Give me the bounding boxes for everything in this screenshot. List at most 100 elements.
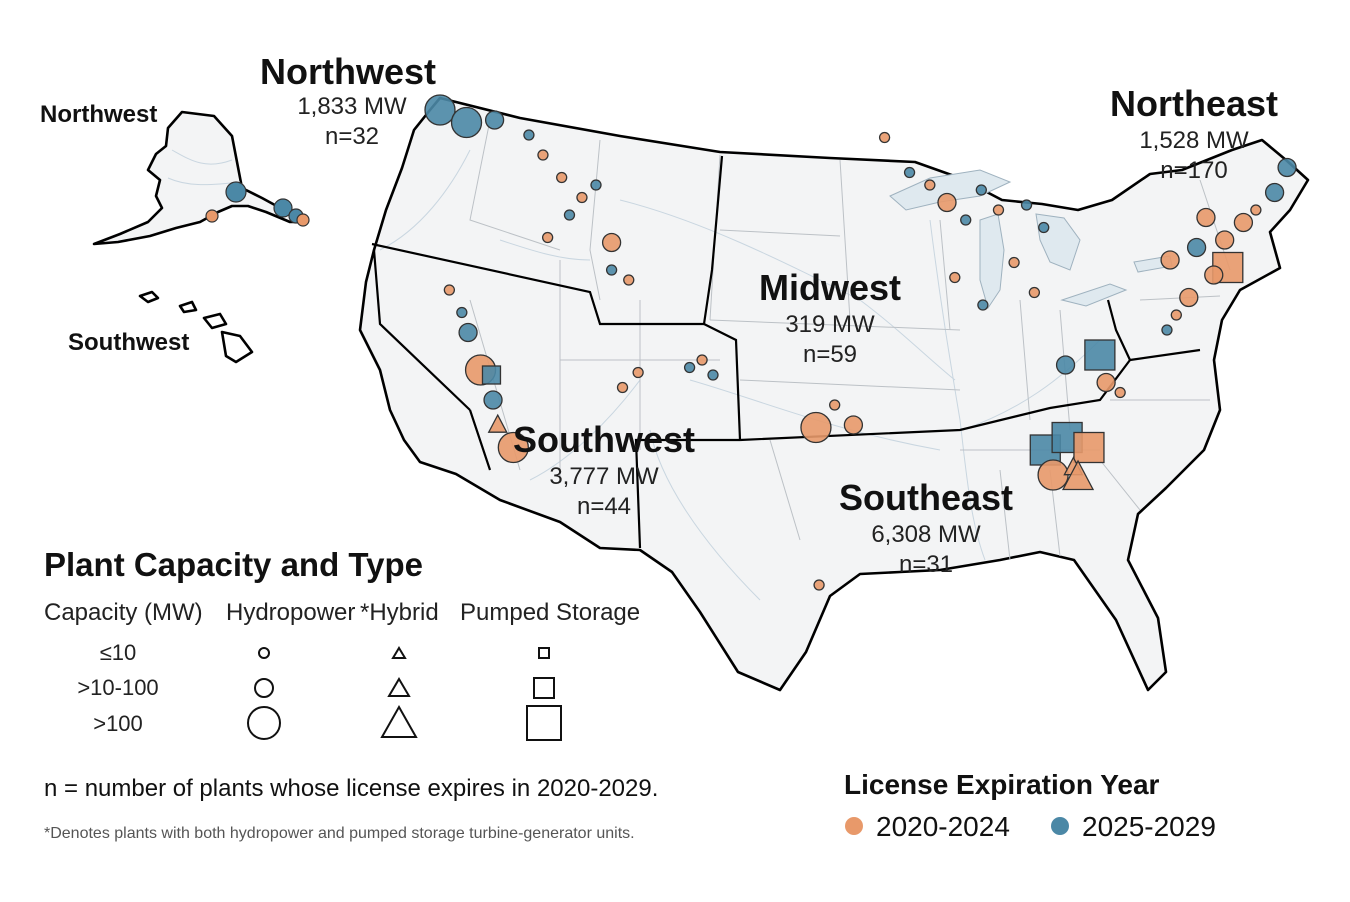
plant-marker-hydro — [878, 131, 891, 144]
expiration-early-label: 2020-2024 — [876, 811, 1010, 842]
plant-marker-hydro — [696, 354, 708, 366]
missouri-river — [619, 199, 956, 381]
legend-title: Plant Capacity and Type — [44, 546, 423, 583]
region-name: Northwest — [260, 51, 436, 92]
plant-marker-hybrid — [487, 413, 508, 433]
legend-hybrid-small-icon — [391, 646, 407, 659]
lake-erie — [1060, 283, 1128, 307]
plant-marker-hydro — [450, 106, 483, 139]
legend-hydro-large-icon — [247, 706, 281, 740]
plant-marker-hydro — [632, 366, 644, 379]
plant-marker-hydro — [800, 411, 832, 444]
hawaii-island-kauai — [138, 290, 160, 304]
conus-outline — [358, 96, 1310, 692]
legend-col-capacity: Capacity (MW) — [44, 599, 203, 626]
alaska-plant-marker — [273, 198, 293, 218]
colorado-river — [529, 379, 641, 481]
boundary-ca-az — [468, 409, 492, 471]
region-capacity: 1,528 MW — [1139, 127, 1249, 154]
plant-marker-hydro — [829, 399, 841, 411]
region-count: n=170 — [1160, 157, 1227, 184]
legend-hydro-small-icon — [258, 647, 270, 659]
plant-marker-pumped — [481, 365, 502, 385]
rio-grande — [649, 429, 761, 601]
plant-marker-hydro — [683, 361, 696, 374]
region-capacity: 3,777 MW — [549, 463, 659, 490]
plant-marker-hydro — [707, 369, 719, 381]
plant-marker-hydro — [1233, 212, 1254, 233]
region-label-midwest: Midwest 319 MW n=59 — [759, 267, 901, 368]
snake-river — [499, 239, 591, 261]
legend-pumped-medium-icon — [533, 677, 555, 699]
plant-marker-hydro — [1204, 265, 1224, 285]
plant-marker-pumped — [1073, 431, 1105, 464]
plant-marker-hydro — [497, 431, 529, 464]
plant-marker-pumped — [1084, 339, 1116, 371]
hawaii-region-label: Southwest — [68, 329, 189, 356]
plant-marker-hydro — [1038, 221, 1050, 234]
alaska-region-label: Northwest — [40, 101, 157, 128]
legend-row-medium: >10-100 — [77, 675, 158, 700]
region-label-northeast: Northeast 1,528 MW n=170 — [1110, 83, 1278, 184]
boundary-southwest-southeast — [634, 438, 740, 549]
plant-marker-hydro — [456, 306, 468, 319]
plant-marker-hydro — [977, 299, 989, 311]
plant-marker-hydro — [483, 390, 503, 410]
alaska-inset: Northwest — [40, 101, 310, 246]
plant-marker-hydro — [590, 179, 602, 191]
plant-marker-hydro — [605, 264, 618, 276]
boundary-northwest-midwest — [702, 155, 724, 325]
boundary-northwest-southwest — [371, 242, 704, 326]
region-count: n=44 — [577, 493, 631, 520]
alaska-plant-marker — [296, 213, 310, 227]
plant-marker-hydro — [1160, 250, 1180, 270]
legend-hybrid-medium-icon — [387, 677, 411, 697]
conus-map — [358, 94, 1310, 692]
plant-marker-hydro — [1114, 386, 1126, 399]
plant-marker-hydro — [1161, 324, 1173, 336]
plant-marker-hydro — [601, 232, 622, 253]
hawaii-island-oahu — [178, 300, 198, 314]
region-count: n=59 — [803, 341, 857, 368]
plant-marker-hydro — [1277, 157, 1297, 178]
plant-marker-hydro — [576, 191, 588, 204]
plant-marker-hydro — [843, 415, 864, 435]
hawaii-island-maui — [202, 312, 228, 330]
region-count: n=31 — [899, 551, 953, 578]
plant-markers — [424, 94, 1297, 591]
plant-marker-hydro — [903, 166, 916, 179]
columbia-river — [379, 149, 471, 251]
plant-marker-hydro — [1096, 372, 1116, 393]
plant-marker-hydro — [975, 184, 987, 196]
region-name: Northeast — [1110, 83, 1278, 124]
plant-marker-hydro — [1020, 199, 1033, 211]
plant-marker-hydro — [1196, 207, 1216, 228]
plant-marker-hydro — [924, 179, 936, 191]
legend-footnote: *Denotes plants with both hydropower and… — [44, 825, 635, 842]
legend-col-pumped-storage: Pumped Storage — [460, 599, 640, 626]
plant-marker-hydro — [563, 209, 576, 221]
legend-col-hybrid: *Hybrid — [360, 599, 439, 626]
plant-marker-hydro — [556, 171, 568, 184]
region-name: Southwest — [513, 419, 695, 460]
legend-row-large: >100 — [93, 711, 143, 736]
hawaii-inset: Southwest — [68, 290, 254, 364]
expiration-late-swatch-icon — [1051, 817, 1069, 835]
legend-hydro-medium-icon — [254, 678, 274, 698]
plant-marker-hydro — [537, 149, 549, 161]
plant-marker-hydro — [992, 204, 1005, 216]
legend-note: n = number of plants whose license expir… — [44, 775, 658, 802]
plant-marker-hydro — [1008, 256, 1020, 269]
legend-col-hydropower: Hydropower — [226, 599, 355, 626]
alaska-plant-marker — [225, 181, 247, 203]
boundary-southwest-midwest — [703, 323, 742, 441]
legend-pumped-large-icon — [526, 705, 562, 741]
alaska-plant-markers — [205, 181, 310, 227]
plant-marker-hydro — [1028, 286, 1041, 299]
expiration-legend: License Expiration Year 2020-2024 2025-2… — [844, 769, 1216, 842]
plant-marker-hybrid — [1061, 459, 1095, 491]
region-name: Southeast — [839, 477, 1013, 518]
legend-row-small: ≤10 — [100, 640, 137, 665]
legend-hybrid-large-icon — [380, 704, 418, 738]
